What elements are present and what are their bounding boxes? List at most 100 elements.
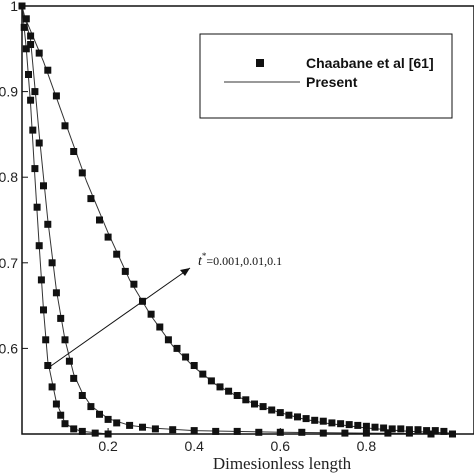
reference-point <box>104 233 112 241</box>
reference-point <box>440 427 448 435</box>
reference-point <box>319 417 327 425</box>
x-tick-label: 0.4 <box>184 438 204 454</box>
reference-point <box>40 182 47 190</box>
reference-point <box>104 415 112 423</box>
reference-point <box>61 420 69 428</box>
reference-point <box>27 96 35 104</box>
reference-point <box>70 374 78 382</box>
reference-point <box>113 419 121 427</box>
reference-point <box>233 427 241 435</box>
reference-point <box>362 429 370 437</box>
legend: Chaabane et al [61] Present <box>199 33 453 119</box>
reference-point <box>294 413 301 421</box>
reference-point <box>44 220 52 228</box>
reference-point <box>319 429 327 437</box>
reference-point <box>113 250 121 258</box>
reference-point <box>384 429 392 437</box>
reference-point <box>371 423 379 431</box>
reference-point <box>405 426 413 434</box>
reference-point <box>164 336 172 344</box>
reference-point <box>57 411 65 419</box>
reference-point <box>25 71 32 78</box>
reference-point <box>48 259 56 267</box>
reference-point <box>251 400 258 408</box>
reference-point <box>130 280 138 288</box>
reference-point <box>96 410 103 418</box>
reference-point <box>414 426 422 434</box>
reference-point <box>31 165 39 173</box>
reference-point <box>121 267 129 275</box>
plot-frame <box>21 5 474 435</box>
reference-point <box>96 216 103 224</box>
reference-point <box>190 427 198 435</box>
reference-point <box>431 427 439 435</box>
annotation-arrow <box>47 267 191 369</box>
reference-point <box>61 336 69 344</box>
reference-point <box>173 344 181 352</box>
reference-point <box>156 323 164 331</box>
reference-point <box>70 425 78 433</box>
reference-point <box>233 392 241 399</box>
reference-point <box>48 383 56 391</box>
reference-point <box>259 403 267 411</box>
reference-point <box>61 122 69 130</box>
legend-label-present: Present <box>306 74 358 90</box>
reference-point <box>388 425 396 433</box>
reference-point <box>354 421 362 429</box>
legend-square-marker-icon <box>256 59 264 67</box>
reference-point <box>65 357 73 365</box>
y-tick-label: 0.6 <box>0 340 18 356</box>
reference-point <box>35 49 43 57</box>
reference-point <box>78 169 86 177</box>
reference-point <box>397 425 405 433</box>
reference-point <box>52 92 60 100</box>
reference-point <box>87 403 95 411</box>
reference-point <box>147 310 155 318</box>
legend-label-reference: Chaabane et al [61] <box>306 55 434 71</box>
reference-point <box>151 425 159 433</box>
reference-point <box>276 409 284 417</box>
reference-point <box>44 362 52 369</box>
reference-point <box>341 429 349 437</box>
reference-point <box>29 126 37 134</box>
reference-point <box>52 400 60 408</box>
x-tick-label: 0.6 <box>271 438 291 454</box>
reference-point <box>199 370 207 378</box>
reference-point <box>37 276 45 284</box>
reference-point <box>298 428 306 436</box>
reference-point <box>345 421 353 429</box>
tick-labels: 0.2 0.4 0.6 0.8 0.6 0.7 0.8 0.9 1 <box>0 0 376 454</box>
reference-point <box>20 23 28 31</box>
reference-point <box>22 15 30 23</box>
reference-point <box>42 336 50 344</box>
reference-point <box>337 420 345 428</box>
reference-point <box>22 45 30 53</box>
reference-point <box>57 314 65 322</box>
reference-point <box>311 416 319 424</box>
reference-point <box>33 203 41 211</box>
reference-point <box>52 289 60 297</box>
reference-point <box>91 429 99 437</box>
reference-point <box>216 383 224 391</box>
reference-point <box>78 427 86 435</box>
reference-point <box>207 377 215 385</box>
y-tick-label: 0.8 <box>0 169 18 185</box>
reference-markers <box>18 2 456 438</box>
reference-point <box>27 32 35 40</box>
x-tick-label: 0.2 <box>98 438 118 454</box>
reference-point <box>380 424 388 432</box>
reference-point <box>302 415 310 423</box>
annotation-label: t*=0.001,0.01,0.1 <box>198 251 282 269</box>
x-tick-label: 0.8 <box>357 438 377 454</box>
arrowhead-icon <box>180 268 190 276</box>
reference-point <box>35 139 43 147</box>
reference-point <box>126 421 134 429</box>
reference-point <box>225 387 233 395</box>
reference-point <box>268 406 276 414</box>
reference-point <box>242 396 250 404</box>
reference-point <box>169 426 177 434</box>
reference-point <box>139 423 146 431</box>
annotation-values: =0.001,0.01,0.1 <box>206 254 282 268</box>
legend-box <box>199 33 453 119</box>
reference-point <box>423 427 431 435</box>
